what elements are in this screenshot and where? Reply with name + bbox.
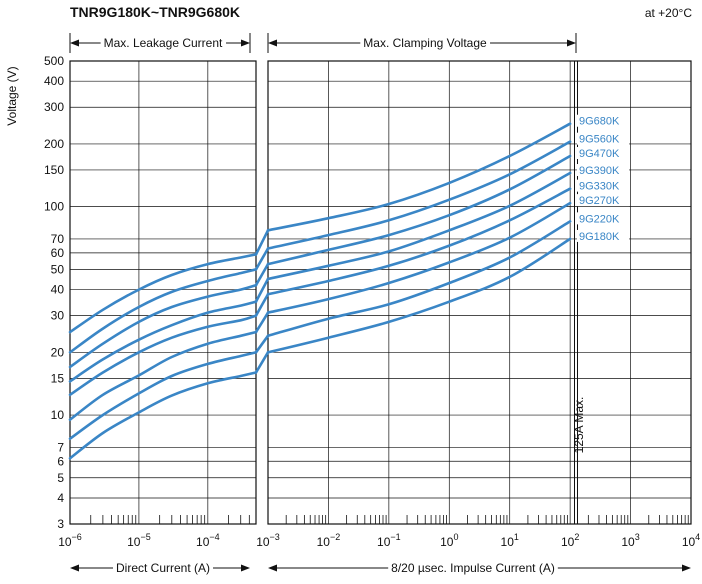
y-tick-label: 30 [51, 309, 65, 323]
series-label-bg [577, 147, 629, 160]
y-tick-label: 10 [51, 408, 65, 422]
max-current-annotation: 125A Max. [572, 397, 586, 454]
series-line-clamping [266, 201, 572, 314]
y-tick-label: 400 [44, 74, 64, 88]
header-arrows [69, 33, 691, 572]
series-label-bg [577, 132, 629, 145]
series-lines [68, 122, 572, 460]
series-connector [254, 277, 270, 303]
x-tick-label: 10−3 [256, 532, 280, 549]
y-tick-label: 200 [44, 137, 64, 151]
series-line-leakage [68, 300, 258, 383]
y-tick-label: 500 [44, 54, 64, 68]
series-connector [254, 262, 270, 287]
arrow-head [268, 39, 277, 47]
y-tick-label: 5 [57, 471, 64, 485]
x-tick-label: 102 [561, 532, 579, 549]
leakage-x-axis-label: Direct Current (A) [116, 561, 210, 575]
series-line-clamping [266, 140, 572, 250]
series-connector [254, 292, 270, 317]
arrow-head [566, 39, 576, 47]
arrow-head [70, 39, 79, 47]
leakage-panel-header: Max. Leakage Current [104, 36, 223, 50]
series-label-bg [577, 179, 629, 192]
arrow-head [70, 564, 79, 572]
y-tick-label: 150 [44, 163, 64, 177]
clamping-x-axis-label: 8/20 µsec. Impulse Current (A) [391, 561, 555, 575]
series-label-bg [577, 164, 629, 177]
y-tick-label: 50 [51, 262, 65, 276]
clamping-panel-header: Max. Clamping Voltage [363, 36, 487, 50]
series-label: 9G180K [579, 231, 620, 243]
series-label: 9G220K [579, 213, 620, 225]
series-line-leakage [68, 253, 258, 334]
y-tick-label: 20 [51, 345, 65, 359]
series-connector [254, 351, 270, 374]
series-line-leakage [68, 314, 258, 397]
arrow-head [682, 564, 691, 572]
y-tick-label: 15 [51, 371, 65, 385]
series-label-bg [577, 212, 629, 225]
y-tick-label: 60 [51, 246, 65, 260]
grid [69, 60, 692, 525]
series-label: 9G680K [579, 116, 620, 128]
series-line-leakage [68, 351, 258, 440]
series-line-clamping [266, 154, 572, 266]
series-label: 9G560K [579, 134, 620, 146]
series-line-leakage [68, 283, 258, 369]
series-label: 9G390K [579, 165, 620, 177]
x-tick-label: 10−2 [317, 532, 341, 549]
x-tick-label: 10−5 [127, 532, 151, 549]
series-label-bg [577, 229, 629, 242]
series-label: 9G270K [579, 195, 620, 207]
series-label-bg [577, 114, 629, 127]
series-connector [254, 334, 270, 354]
series-line-clamping [266, 187, 572, 296]
series-connector [254, 311, 270, 334]
series-label-bg [577, 194, 629, 207]
x-tick-label: 104 [682, 532, 700, 549]
series-connector [254, 229, 270, 256]
x-tick-label: 10−4 [196, 532, 220, 549]
series-line-leakage [68, 330, 258, 421]
series-line-clamping [266, 171, 572, 281]
y-tick-label: 300 [44, 100, 64, 114]
y-tick-label: 40 [51, 283, 65, 297]
x-tick-label: 100 [440, 532, 458, 549]
x-tick-label: 10−1 [377, 532, 401, 549]
y-tick-label: 70 [51, 232, 65, 246]
tick-marks [90, 515, 689, 524]
series-label: 9G330K [579, 181, 620, 193]
series-line-leakage [68, 371, 258, 460]
arrow-head [241, 39, 250, 47]
chart-title: TNR9G180K~TNR9G680K [70, 4, 240, 20]
y-axis-label: Voltage (V) [5, 66, 19, 125]
chart-condition: at +20°C [645, 6, 692, 20]
y-tick-label: 7 [57, 440, 64, 454]
series-line-clamping [266, 220, 572, 338]
series-label: 9G470K [579, 148, 620, 160]
y-tick-label: 4 [57, 491, 64, 505]
y-tick-label: 6 [57, 454, 64, 468]
y-tick-label: 100 [44, 200, 64, 214]
x-tick-label: 10−6 [58, 532, 82, 549]
series-line-clamping [266, 122, 572, 232]
arrow-head [268, 564, 277, 572]
x-tick-label: 101 [501, 532, 519, 549]
series-line-leakage [68, 268, 258, 354]
series-connector [254, 247, 270, 271]
x-tick-label: 103 [621, 532, 639, 549]
series-line-clamping [266, 237, 572, 354]
y-tick-label: 3 [57, 517, 64, 531]
arrow-head [241, 564, 250, 572]
clamping-panel-frame [267, 60, 692, 525]
